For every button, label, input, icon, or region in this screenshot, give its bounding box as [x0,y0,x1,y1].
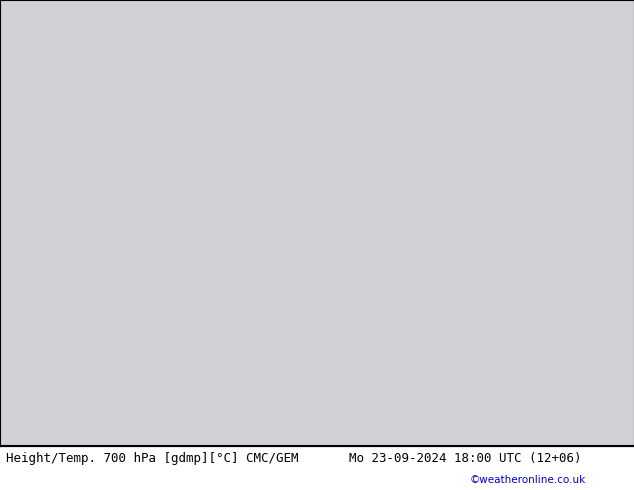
Text: ©weatheronline.co.uk: ©weatheronline.co.uk [469,475,585,485]
Text: Height/Temp. 700 hPa [gdmp][°C] CMC/GEM: Height/Temp. 700 hPa [gdmp][°C] CMC/GEM [6,452,299,465]
Text: Mo 23-09-2024 18:00 UTC (12+06): Mo 23-09-2024 18:00 UTC (12+06) [349,452,581,465]
